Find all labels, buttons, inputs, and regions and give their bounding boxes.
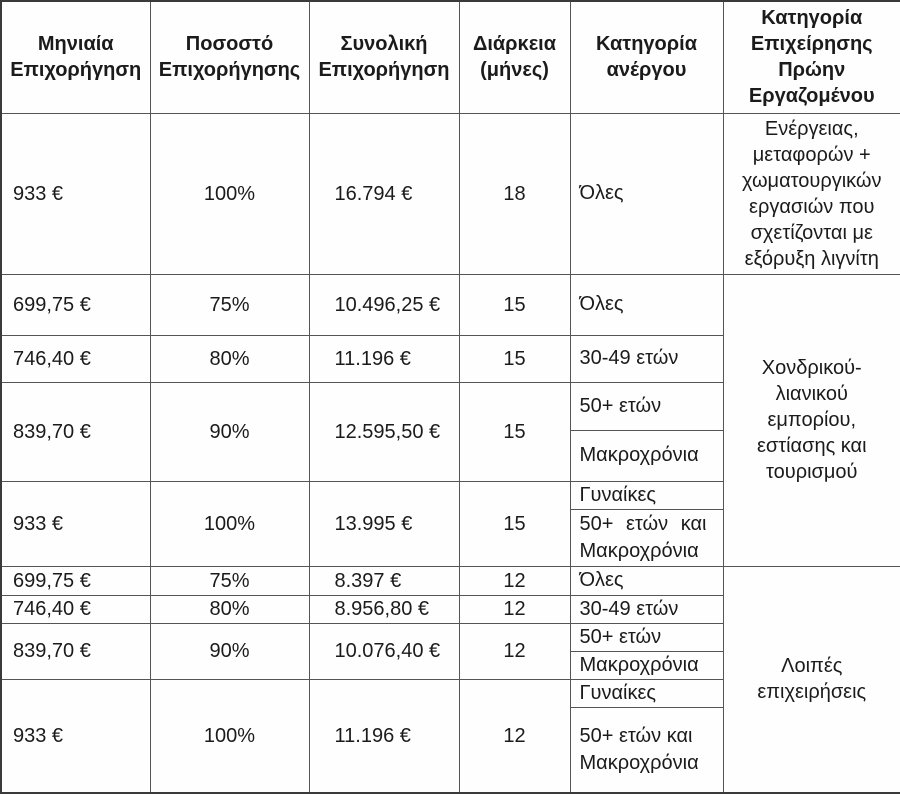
cell-category: Γυναίκες [569,678,724,708]
cell-category: Όλες [569,565,724,596]
cell-monthly: 839,70 € [0,381,151,482]
cell-percent: 100% [149,112,310,275]
cell-monthly: 933 € [0,112,151,275]
header-subsidy-percentage: Ποσοστό Επιχορήγησης [149,0,310,114]
cell-percent: 75% [149,565,310,596]
cell-category: 30-49 ετών [569,594,724,624]
cell-category: 50+ ετών και Μακροχρόνια [569,706,724,794]
cell-category: 30-49 ετών [569,334,724,383]
cell-months: 18 [458,112,571,275]
cell-total: 8.397 € [308,565,460,596]
cell-category: 50+ ετών [569,622,724,652]
cell-monthly: 839,70 € [0,622,151,680]
cell-months: 12 [458,622,571,680]
header-total-subsidy: Συνολική Επιχορήγηση [308,0,460,114]
table-row: 933 € 100% 16.794 € 18 Όλες Ενέργειας, μ… [0,112,900,275]
cell-percent: 100% [149,678,310,794]
cell-monthly: 933 € [0,678,151,794]
cell-total: 11.196 € [308,678,460,794]
cell-months: 15 [458,381,571,482]
cell-percent: 80% [149,594,310,624]
table-row: 50+ ετών και Μακροχρόνια [1,508,900,567]
cell-percent: 100% [149,480,310,567]
table-row: 746,40 € 80% 11.196 € 15 30-49 ετών [0,334,900,383]
table-row: 933 € 100% 13.995 € 15 Γυναίκες [0,480,900,567]
cell-total: 16.794 € [308,112,460,275]
table-row: 839,70 € 90% 10.076,40 € 12 50+ ετών [0,622,900,680]
cell-percent: 75% [149,273,310,336]
cell-category: Όλες [569,273,724,336]
cell-monthly: 746,40 € [0,594,151,624]
header-duration-months: Διάρκεια (μήνες) [458,0,571,114]
table-row: 839,70 € 90% 12.595,50 € 15 50+ ετών [0,381,900,482]
cell-monthly: 933 € [0,480,151,567]
header-unemployed-category: Κατηγορία ανέργου [569,0,724,114]
cell-months: 12 [458,594,571,624]
cell-percent: 90% [149,381,310,482]
cell-total: 8.956,80 € [308,594,460,624]
cell-category: Μακροχρόνια [569,429,724,482]
cell-category: Μακροχρόνια [569,650,724,680]
cell-category: Γυναίκες [569,480,724,510]
header-business-category: Κατηγορία Επιχείρησης Πρώην Εργαζομένου [722,0,900,114]
table-row: Μακροχρόνια [1,650,900,680]
cell-business-retail: Χονδρικού- λιανικού εμπορίου, εστίασης κ… [722,273,900,567]
cell-business-energy: Ενέργειας, μεταφορών + χωματουργικών εργ… [722,112,900,275]
cell-percent: 90% [149,622,310,680]
table-row: 699,75 € 75% 10.496,25 € 15 Όλες Χονδρικ… [0,273,900,567]
cell-monthly: 746,40 € [0,334,151,383]
cell-percent: 80% [149,334,310,383]
header-row: Μηνιαία Επιχορήγηση Ποσοστό Επιχορήγησης… [0,0,900,114]
cell-total: 10.496,25 € [308,273,460,336]
cell-monthly: 699,75 € [0,565,151,596]
cell-total: 10.076,40 € [308,622,460,680]
table-row: 50+ ετών και Μακροχρόνια [1,706,900,794]
cell-months: 15 [458,273,571,336]
cell-months: 12 [458,678,571,794]
cell-monthly: 699,75 € [0,273,151,336]
cell-months: 12 [458,565,571,596]
table-row: 933 € 100% 11.196 € 12 Γυναίκες [0,678,900,794]
table-row: 699,75 € 75% 8.397 € 12 Όλες Λοιπές επιχ… [0,565,900,794]
cell-months: 15 [458,480,571,567]
cell-category: 50+ ετών και Μακροχρόνια [569,508,724,567]
cell-business-other: Λοιπές επιχειρήσεις [722,565,900,794]
cell-total: 12.595,50 € [308,381,460,482]
cell-category: Όλες [569,112,724,275]
header-monthly-subsidy: Μηνιαία Επιχορήγηση [0,0,151,114]
cell-total: 13.995 € [308,480,460,567]
cell-total: 11.196 € [308,334,460,383]
cell-months: 15 [458,334,571,383]
cell-category: 50+ ετών [569,381,724,431]
